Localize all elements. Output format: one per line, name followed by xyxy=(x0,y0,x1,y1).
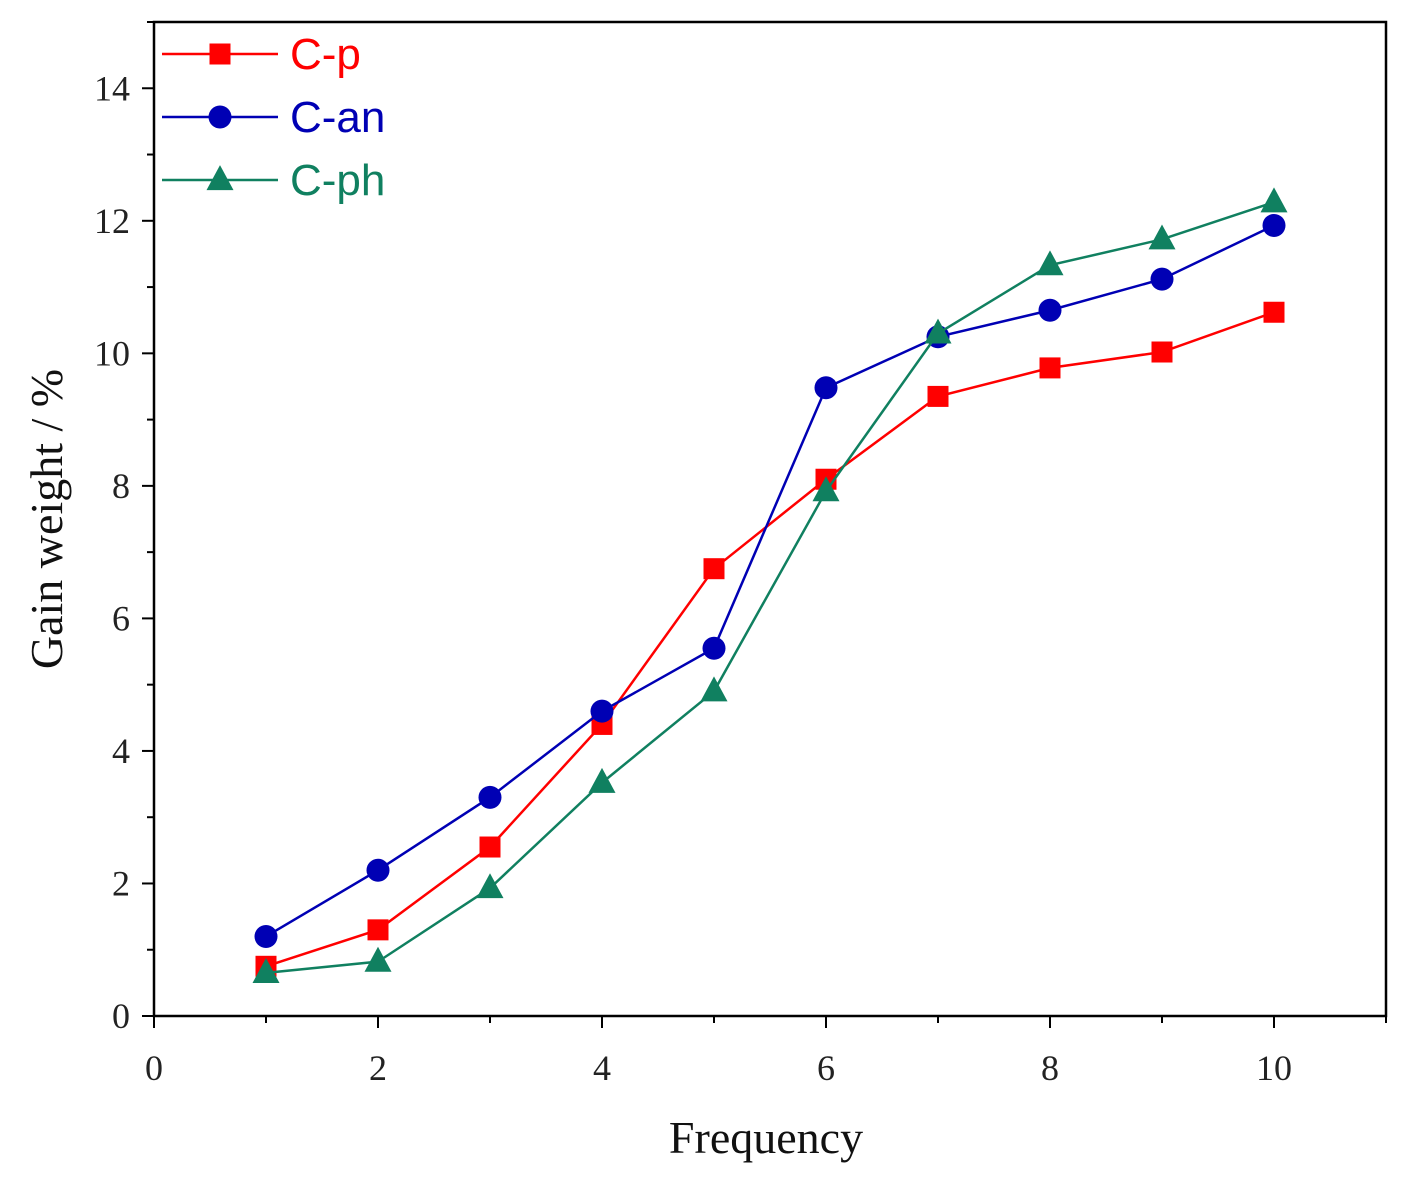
data-series xyxy=(252,187,1288,984)
legend-marker-c-p xyxy=(209,43,231,65)
legend-label-c-ph: C-ph xyxy=(290,156,385,205)
y-axis-title: Gain weight / % xyxy=(21,369,72,669)
x-tick-label: 2 xyxy=(369,1048,387,1088)
series-line-c-an xyxy=(265,224,1275,938)
axis-ticks: 0 2 4 6 8 10 0 2 4 6 8 10 12 14 xyxy=(94,21,1387,1088)
series-line-c-p xyxy=(265,311,1275,968)
data-point-c-ph xyxy=(1260,187,1288,213)
x-tick-label: 0 xyxy=(145,1048,163,1088)
data-point-c-p xyxy=(927,385,949,407)
data-point-c-p xyxy=(367,919,389,941)
legend-label-c-p: C-p xyxy=(290,30,361,79)
y-tick-label: 6 xyxy=(112,598,130,638)
x-tick-label: 6 xyxy=(817,1048,835,1088)
x-axis-title: Frequency xyxy=(669,1112,863,1163)
y-tick-label: 8 xyxy=(112,466,130,506)
data-point-c-ph xyxy=(252,958,280,984)
data-point-c-ph xyxy=(1036,250,1064,276)
data-point-c-p xyxy=(703,558,725,580)
y-tick-label: 12 xyxy=(94,201,130,241)
plot-border xyxy=(152,20,1388,1018)
data-point-c-ph xyxy=(364,946,392,972)
y-tick-label: 0 xyxy=(112,996,130,1036)
data-point-c-an xyxy=(254,924,278,948)
data-point-c-ph xyxy=(924,318,952,344)
data-point-c-p xyxy=(1151,341,1173,363)
y-tick-label: 14 xyxy=(94,68,130,108)
x-tick-label: 8 xyxy=(1041,1048,1059,1088)
data-point-c-ph xyxy=(700,676,728,702)
data-point-c-an xyxy=(814,376,838,400)
series-c-ph xyxy=(252,187,1288,984)
data-point-c-an xyxy=(478,785,502,809)
data-point-c-p xyxy=(1263,301,1285,323)
legend-entry-c-ph: C-ph xyxy=(162,156,385,205)
y-tick-label: 10 xyxy=(94,333,130,373)
legend-entry-c-an: C-an xyxy=(162,93,385,142)
data-point-c-an xyxy=(590,699,614,723)
data-point-c-p xyxy=(479,836,501,858)
y-tick-label: 2 xyxy=(112,863,130,903)
data-point-c-an xyxy=(1262,213,1286,237)
legend-marker-c-ph xyxy=(206,165,234,191)
data-point-c-ph xyxy=(1148,224,1176,250)
legend-marker-c-an xyxy=(208,105,232,129)
y-tick-label: 4 xyxy=(112,731,130,771)
legend-entry-c-p: C-p xyxy=(162,30,361,79)
series-c-an xyxy=(254,213,1286,948)
series-line-c-ph xyxy=(265,201,1275,975)
data-point-c-an xyxy=(366,858,390,882)
data-point-c-ph xyxy=(588,767,616,793)
x-tick-label: 4 xyxy=(593,1048,611,1088)
data-point-c-an xyxy=(702,636,726,660)
data-point-c-ph xyxy=(476,873,504,899)
series-c-p xyxy=(255,301,1285,977)
data-point-c-ph xyxy=(812,476,840,502)
data-point-c-an xyxy=(1038,298,1062,322)
data-point-c-an xyxy=(1150,267,1174,291)
data-point-c-p xyxy=(1039,357,1061,379)
legend: C-p C-an C-ph xyxy=(162,30,385,205)
legend-label-c-an: C-an xyxy=(290,93,385,142)
x-tick-label: 10 xyxy=(1256,1048,1292,1088)
plot-frame xyxy=(152,20,1388,1018)
